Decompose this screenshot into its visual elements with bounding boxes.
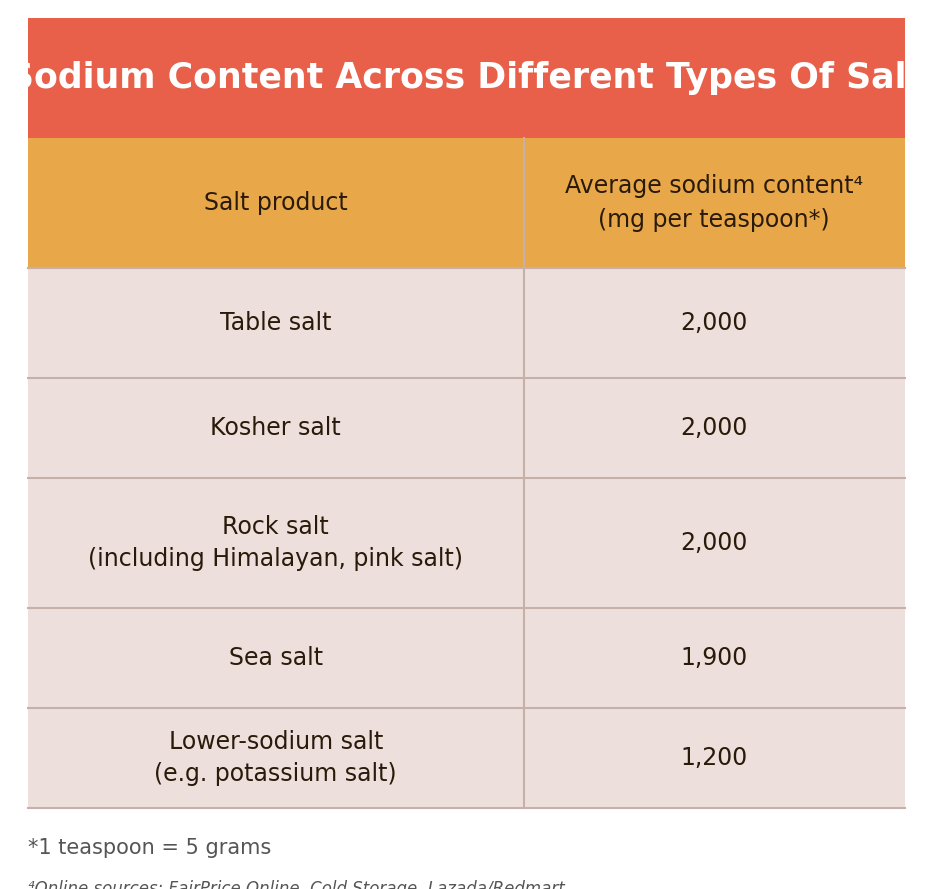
Bar xyxy=(28,268,905,378)
Text: Sodium Content Across Different Types Of Salt: Sodium Content Across Different Types Of… xyxy=(9,61,924,95)
Text: 2,000: 2,000 xyxy=(680,416,748,440)
Text: Salt product: Salt product xyxy=(204,191,348,215)
Text: Table salt: Table salt xyxy=(220,311,331,335)
Text: 2,000: 2,000 xyxy=(680,311,748,335)
Text: Kosher salt: Kosher salt xyxy=(210,416,341,440)
Text: Sea salt: Sea salt xyxy=(229,646,323,670)
Text: *1 teaspoon = 5 grams: *1 teaspoon = 5 grams xyxy=(28,838,272,858)
Text: 1,900: 1,900 xyxy=(681,646,748,670)
Bar xyxy=(28,708,905,808)
Bar xyxy=(28,378,905,478)
Text: ⁴Online sources: FairPrice Online, Cold Storage, Lazada/Redmart: ⁴Online sources: FairPrice Online, Cold … xyxy=(28,880,564,889)
Bar xyxy=(28,608,905,708)
Text: Average sodium content⁴
(mg per teaspoon*): Average sodium content⁴ (mg per teaspoon… xyxy=(565,174,863,232)
Text: Lower-sodium salt
(e.g. potassium salt): Lower-sodium salt (e.g. potassium salt) xyxy=(155,730,397,786)
Bar xyxy=(28,138,905,268)
Bar xyxy=(28,478,905,608)
Text: 1,200: 1,200 xyxy=(681,746,748,770)
Text: Rock salt
(including Himalayan, pink salt): Rock salt (including Himalayan, pink sal… xyxy=(89,516,464,571)
Text: 2,000: 2,000 xyxy=(680,531,748,555)
Bar xyxy=(28,18,905,138)
